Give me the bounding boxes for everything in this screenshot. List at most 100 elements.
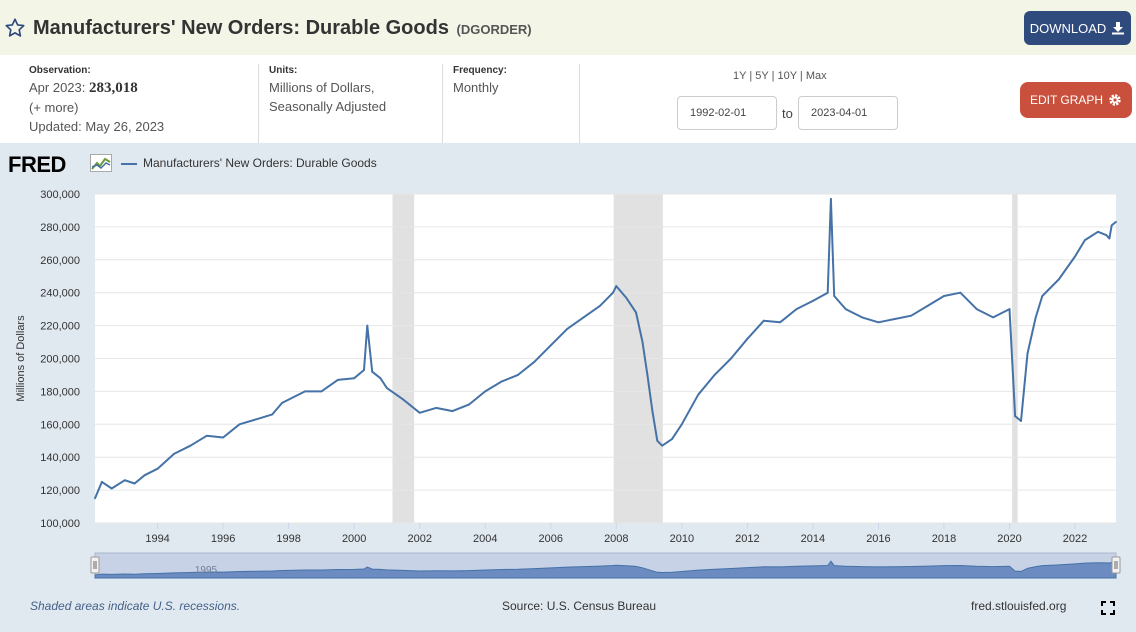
data-point bbox=[730, 357, 732, 360]
y-tick-label: 140,000 bbox=[40, 452, 80, 464]
title-bar: Manufacturers' New Orders: Durable Goods… bbox=[0, 0, 1136, 55]
series-title: Manufacturers' New Orders: Durable Goods bbox=[33, 17, 449, 39]
data-point bbox=[877, 321, 880, 324]
data-point bbox=[830, 198, 832, 200]
data-point bbox=[94, 497, 96, 500]
data-point bbox=[173, 453, 175, 455]
x-tick-label: 2020 bbox=[997, 533, 1021, 545]
data-point bbox=[371, 370, 374, 373]
data-point bbox=[625, 296, 628, 299]
y-tick-label: 160,000 bbox=[40, 419, 80, 431]
line-chart[interactable]: 100,000 120,000 140,000 160,000 180,000 200,0… bbox=[0, 180, 1136, 580]
data-point bbox=[1110, 224, 1113, 227]
data-point bbox=[363, 369, 365, 371]
data-point bbox=[123, 479, 126, 482]
page-title: Manufacturers' New Orders: Durable Goods… bbox=[33, 17, 532, 40]
data-point bbox=[992, 316, 995, 319]
data-point bbox=[205, 434, 208, 437]
data-point bbox=[484, 390, 487, 393]
data-point bbox=[467, 403, 470, 406]
data-point bbox=[1020, 420, 1022, 422]
end-date-input[interactable]: 2023-04-01 bbox=[798, 96, 898, 130]
data-point bbox=[287, 398, 290, 401]
x-tick-label: 2000 bbox=[342, 533, 366, 545]
data-point bbox=[517, 374, 519, 376]
data-point bbox=[549, 344, 552, 347]
data-point bbox=[271, 413, 274, 416]
edit-graph-button[interactable]: EDIT GRAPH bbox=[1020, 82, 1132, 118]
data-point bbox=[500, 380, 503, 383]
source-note: Source: U.S. Census Bureau bbox=[502, 599, 657, 613]
data-point bbox=[713, 374, 716, 376]
data-point bbox=[1097, 230, 1099, 233]
y-tick-label: 280,000 bbox=[40, 222, 80, 234]
units-label: Units: bbox=[269, 65, 298, 76]
data-point bbox=[100, 480, 103, 483]
divider bbox=[442, 64, 443, 143]
y-axis-label: Millions of Dollars bbox=[15, 315, 27, 402]
recession-note: Shaded areas indicate U.S. recessions. bbox=[30, 599, 241, 613]
more-link[interactable]: (+ more) bbox=[29, 100, 79, 115]
data-point bbox=[189, 444, 192, 447]
range-max[interactable]: Max bbox=[805, 70, 827, 82]
x-tick-label: 2014 bbox=[801, 533, 825, 545]
data-point bbox=[1074, 255, 1076, 258]
observation-value: 283,018 bbox=[89, 80, 138, 96]
data-point bbox=[762, 319, 765, 322]
navigator-area bbox=[94, 560, 1117, 579]
units-block: Units: Millions of Dollars, Seasonally A… bbox=[269, 64, 386, 116]
data-point bbox=[1083, 239, 1086, 241]
data-point bbox=[281, 402, 283, 404]
data-point bbox=[926, 304, 929, 307]
data-point bbox=[1008, 308, 1011, 311]
observation-block: Observation: Apr 2023: 283,018 (+ more) … bbox=[29, 64, 164, 136]
navigator-handle[interactable] bbox=[1111, 556, 1121, 574]
data-point bbox=[110, 487, 113, 490]
range-10y[interactable]: 10Y bbox=[777, 70, 797, 82]
fullscreen-icon[interactable] bbox=[1101, 601, 1115, 615]
x-tick-label: 2006 bbox=[539, 533, 563, 545]
data-point bbox=[833, 295, 836, 297]
download-label: DOWNLOAD bbox=[1029, 20, 1107, 36]
start-date-input[interactable]: 1992-02-01 bbox=[677, 96, 777, 130]
range-1y[interactable]: 1Y bbox=[733, 70, 747, 82]
data-point bbox=[133, 482, 136, 485]
data-point bbox=[1115, 221, 1117, 223]
frequency-label: Frequency: bbox=[453, 65, 507, 76]
data-point bbox=[615, 285, 618, 288]
download-button[interactable]: DOWNLOAD bbox=[1024, 11, 1131, 45]
y-tick-label: 220,000 bbox=[40, 321, 80, 333]
x-tick-label: 2008 bbox=[604, 533, 628, 545]
data-point bbox=[320, 390, 323, 393]
data-point bbox=[661, 444, 664, 447]
data-point bbox=[1041, 295, 1044, 297]
y-tick-label: 100,000 bbox=[40, 518, 80, 530]
data-point bbox=[656, 439, 659, 442]
x-tick-label: 2018 bbox=[932, 533, 956, 545]
data-point bbox=[1014, 415, 1016, 417]
y-tick-label: 300,000 bbox=[40, 189, 80, 201]
observation-date: Apr 2023: bbox=[29, 80, 86, 95]
site-link[interactable]: fred.stlouisfed.org bbox=[971, 599, 1067, 613]
data-point bbox=[418, 411, 421, 414]
star-icon[interactable] bbox=[4, 17, 26, 39]
data-point bbox=[646, 374, 649, 376]
observation-label: Observation: bbox=[29, 65, 91, 76]
frequency-value: Monthly bbox=[453, 80, 499, 95]
data-point bbox=[353, 377, 356, 380]
fred-logo: FRED bbox=[8, 152, 66, 178]
navigator-handle[interactable] bbox=[90, 556, 100, 574]
data-point bbox=[254, 418, 257, 421]
data-point bbox=[386, 387, 388, 390]
y-tick-label: 240,000 bbox=[40, 288, 80, 300]
legend-swatch bbox=[121, 163, 137, 165]
data-point bbox=[795, 308, 798, 311]
data-point bbox=[1108, 237, 1111, 240]
data-point bbox=[143, 474, 146, 477]
data-point bbox=[402, 398, 405, 401]
range-5y[interactable]: 5Y bbox=[755, 70, 769, 82]
data-point bbox=[366, 324, 369, 327]
data-point bbox=[861, 316, 863, 319]
data-point bbox=[582, 316, 585, 319]
data-point bbox=[1026, 352, 1029, 355]
